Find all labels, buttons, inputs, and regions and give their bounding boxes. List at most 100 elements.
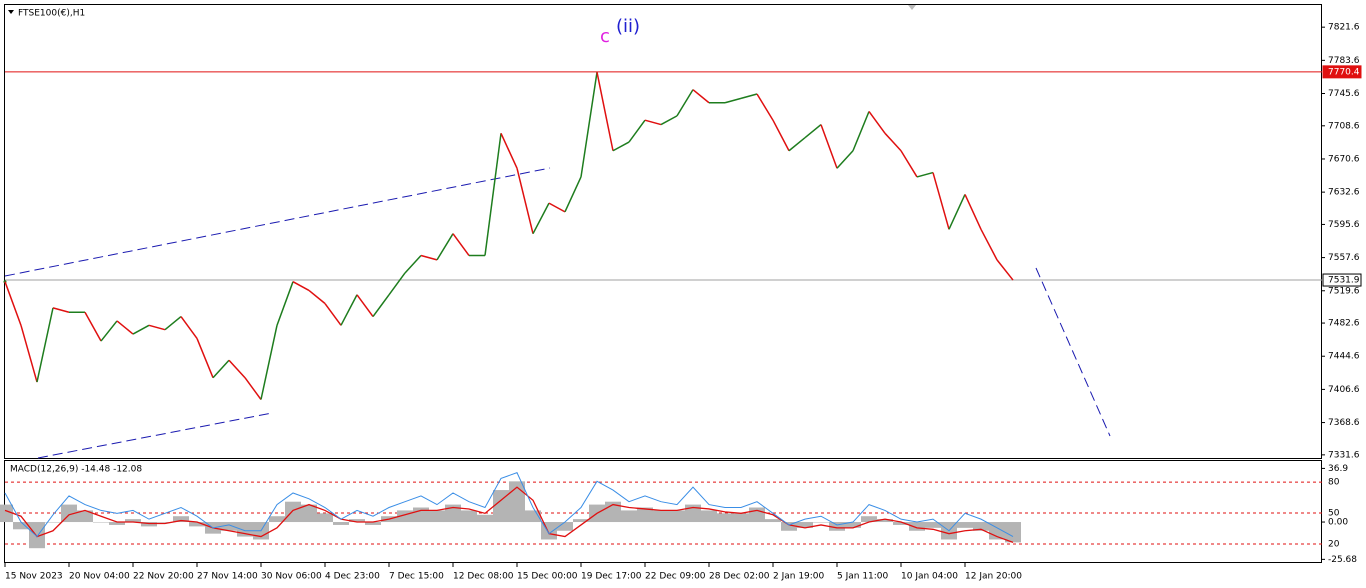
level-label-box (1322, 65, 1362, 79)
price-segment (164, 316, 182, 331)
y-tick-label: 20 (1328, 539, 1340, 549)
price-segment (484, 133, 502, 256)
macd-bar (93, 522, 109, 523)
price-segment (612, 141, 630, 152)
price-segment (100, 320, 118, 342)
macd-bar (157, 522, 173, 523)
x-tick-label: 12 Jan 20:00 (965, 572, 1022, 582)
macd-bar (877, 519, 893, 523)
price-segment (436, 233, 454, 261)
macd-bar (365, 522, 381, 525)
y-tick-label: 36.9 (1328, 464, 1348, 474)
y-tick-label: 7557.6 (1328, 253, 1360, 263)
macd-bar (621, 510, 637, 523)
macd-bar (333, 522, 349, 525)
price-segment (548, 202, 566, 213)
price-segment (820, 124, 838, 169)
macd-bar (125, 519, 141, 523)
price-segment (772, 119, 790, 152)
price-segment (932, 172, 950, 230)
price-segment (996, 259, 1014, 281)
y-tick-label: 7821.6 (1328, 23, 1360, 33)
macd-bar (861, 516, 877, 523)
y-tick-label: 50 (1328, 509, 1340, 519)
price-segment (196, 338, 214, 378)
price-segment (900, 150, 918, 178)
price-segment (948, 194, 966, 230)
price-segment (660, 115, 678, 126)
price-segment (212, 359, 230, 379)
macd-bar (733, 513, 749, 523)
y-tick-label: 7708.6 (1328, 121, 1360, 131)
price-segment (52, 307, 70, 313)
price-segment (676, 89, 694, 117)
price-segment (260, 325, 278, 400)
price-segment (916, 171, 934, 178)
macd-bar (221, 522, 237, 531)
macd-bar (813, 522, 829, 523)
shift-marker (908, 5, 916, 10)
macd-bar (173, 516, 189, 523)
price-segment (388, 272, 406, 296)
macd-bar (781, 522, 797, 531)
macd-bar (749, 507, 765, 523)
trend-line (4, 167, 551, 277)
y-tick-label: 7444.6 (1328, 352, 1360, 362)
macd-bar (413, 507, 429, 523)
y-tick-label: 7632.6 (1328, 188, 1360, 198)
macd-bar (509, 481, 525, 523)
macd-bar (493, 490, 509, 523)
macd-bar (317, 513, 333, 523)
price-segment (84, 311, 102, 342)
macd-bar (829, 522, 845, 531)
macd-bar (269, 516, 285, 523)
x-tick-label: 28 Dec 02:00 (709, 572, 770, 582)
macd-bar (573, 519, 589, 523)
y-tick-label: 7331.6 (1328, 450, 1360, 460)
macd-bar (925, 522, 941, 528)
macd-bar (669, 510, 685, 523)
macd-bar (45, 522, 61, 523)
macd-bar (845, 522, 861, 528)
macd-bar (13, 522, 29, 530)
macd-bar (29, 522, 45, 549)
macd-bar (285, 501, 301, 523)
x-tick-label: 12 Dec 08:00 (453, 572, 514, 582)
level-label: 7770.4 (1328, 67, 1360, 77)
x-tick-label: 20 Nov 04:00 (69, 572, 130, 582)
x-tick-label: 22 Dec 09:00 (645, 572, 706, 582)
price-segment (644, 119, 662, 126)
price-segment (356, 294, 374, 318)
price-segment (868, 111, 886, 134)
x-tick-label: 15 Nov 2023 (5, 572, 63, 582)
price-segment (20, 325, 38, 383)
x-tick-label: 15 Dec 00:00 (517, 572, 578, 582)
macd-bar (797, 522, 813, 528)
price-segment (244, 377, 262, 400)
y-tick-label: -25.68 (1328, 555, 1357, 565)
macd-bar (973, 522, 989, 531)
price-segment (756, 93, 774, 121)
price-segment (516, 168, 534, 234)
macd-line (4, 471, 1014, 538)
x-tick-label: 22 Nov 20:00 (133, 572, 194, 582)
macd-title: MACD(12,26,9) -14.48 -12.08 (10, 465, 142, 475)
price-segment (964, 194, 982, 230)
macd-bar (141, 522, 157, 527)
price-segment (564, 176, 582, 213)
macd-bar (461, 510, 477, 523)
x-tick-label: 7 Dec 15:00 (389, 572, 444, 582)
price-segment (852, 111, 870, 152)
price-segment (4, 281, 22, 326)
macd-bar (653, 510, 669, 523)
x-tick-label: 27 Nov 14:00 (197, 572, 258, 582)
macd-bar (189, 522, 205, 527)
y-tick-label: 7368.6 (1328, 418, 1360, 428)
macd-bar (77, 510, 93, 523)
price-segment (292, 281, 310, 292)
macd-bar (893, 522, 909, 525)
y-tick-label: 7783.6 (1328, 56, 1360, 66)
macd-bar (429, 510, 445, 523)
